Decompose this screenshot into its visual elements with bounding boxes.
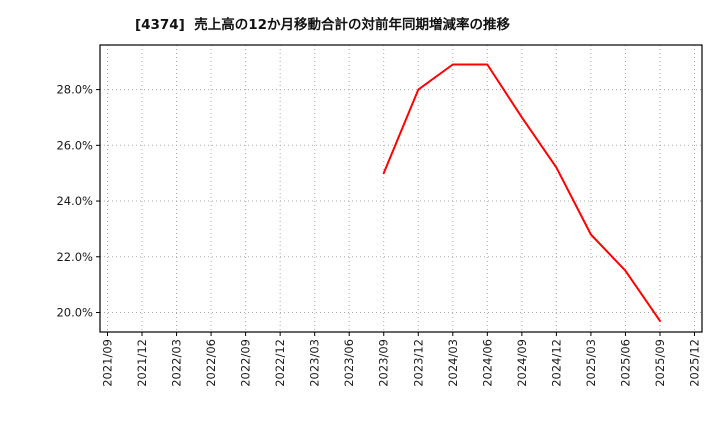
- plot-background: [100, 45, 702, 332]
- x-tick-label: 2022/03: [170, 339, 184, 387]
- x-tick-label: 2024/06: [480, 339, 494, 387]
- x-tick-label: 2025/12: [688, 339, 702, 387]
- plot-border: [99, 44, 703, 333]
- x-tick-label: 2025/09: [653, 339, 667, 387]
- x-tick-label: 2024/12: [549, 339, 563, 387]
- x-tick-label: 2022/09: [239, 339, 253, 387]
- series-line: [382, 63, 661, 322]
- x-tick-label: 2024/03: [446, 339, 460, 387]
- y-tick-label: 20.0%: [56, 305, 93, 319]
- y-tick-label: 26.0%: [56, 138, 93, 152]
- x-tick-label: 2025/03: [584, 339, 598, 387]
- x-tick-label: 2025/06: [618, 339, 632, 387]
- x-tick-label: 2023/09: [377, 339, 391, 387]
- y-tick-label: 28.0%: [56, 83, 93, 97]
- x-tick-label: 2021/12: [135, 339, 149, 387]
- x-tick-label: 2022/12: [273, 339, 287, 387]
- x-tick-label: 2021/09: [101, 339, 115, 387]
- y-tick-label: 22.0%: [56, 250, 93, 264]
- x-tick-label: 2022/06: [204, 339, 218, 387]
- x-tick-label: 2023/12: [411, 339, 425, 387]
- y-tick-label: 24.0%: [56, 194, 93, 208]
- x-tick-label: 2023/06: [342, 339, 356, 387]
- chart-title: [4374] 売上高の12か月移動合計の対前年同期増減率の推移: [134, 17, 511, 33]
- x-tick-label: 2023/03: [308, 339, 322, 387]
- x-tick-label: 2024/09: [515, 339, 529, 387]
